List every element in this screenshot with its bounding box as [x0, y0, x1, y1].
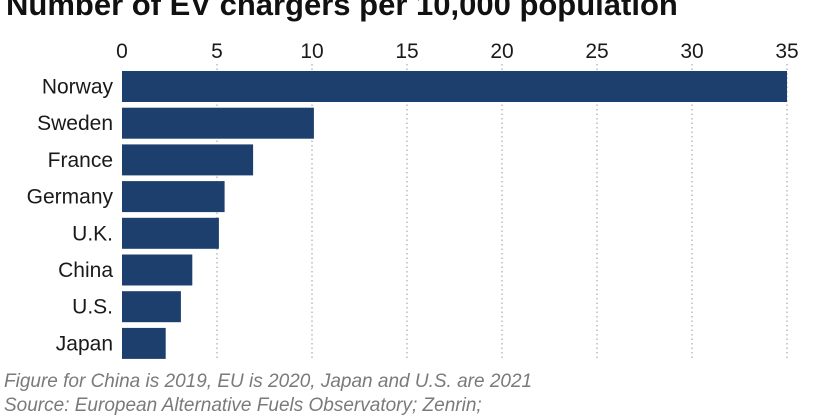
- category-label: China: [58, 259, 113, 282]
- bar-sweden: [122, 107, 314, 139]
- category-label: France: [48, 149, 113, 172]
- x-tick-label: 25: [585, 40, 608, 63]
- category-label: Japan: [56, 332, 113, 355]
- category-label: U.K.: [72, 222, 113, 245]
- bar-norway: [122, 71, 787, 102]
- x-tick-label: 15: [395, 40, 418, 63]
- bar-germany: [122, 181, 225, 213]
- x-tick-label: 0: [116, 40, 128, 63]
- chart-title: Number of EV chargers per 10,000 populat…: [6, 0, 678, 22]
- footnote-source: Source: European Alternative Fuels Obser…: [4, 395, 482, 416]
- bar-china: [122, 254, 193, 286]
- x-tick-label: 20: [490, 40, 513, 63]
- bar-france: [122, 144, 254, 176]
- x-tick-label: 10: [300, 40, 323, 63]
- x-tick-label: 35: [775, 40, 798, 63]
- x-tick-label: 30: [680, 40, 703, 63]
- bar-u-s: [122, 291, 181, 323]
- x-tick-label: 5: [211, 40, 223, 63]
- category-label: Sweden: [37, 112, 113, 135]
- category-label: U.S.: [72, 296, 113, 319]
- bar-u-k: [122, 217, 219, 249]
- category-label: Germany: [27, 186, 114, 209]
- footnote-note: Figure for China is 2019, EU is 2020, Ja…: [4, 371, 533, 392]
- category-label: Norway: [42, 76, 114, 99]
- bar-japan: [122, 327, 166, 359]
